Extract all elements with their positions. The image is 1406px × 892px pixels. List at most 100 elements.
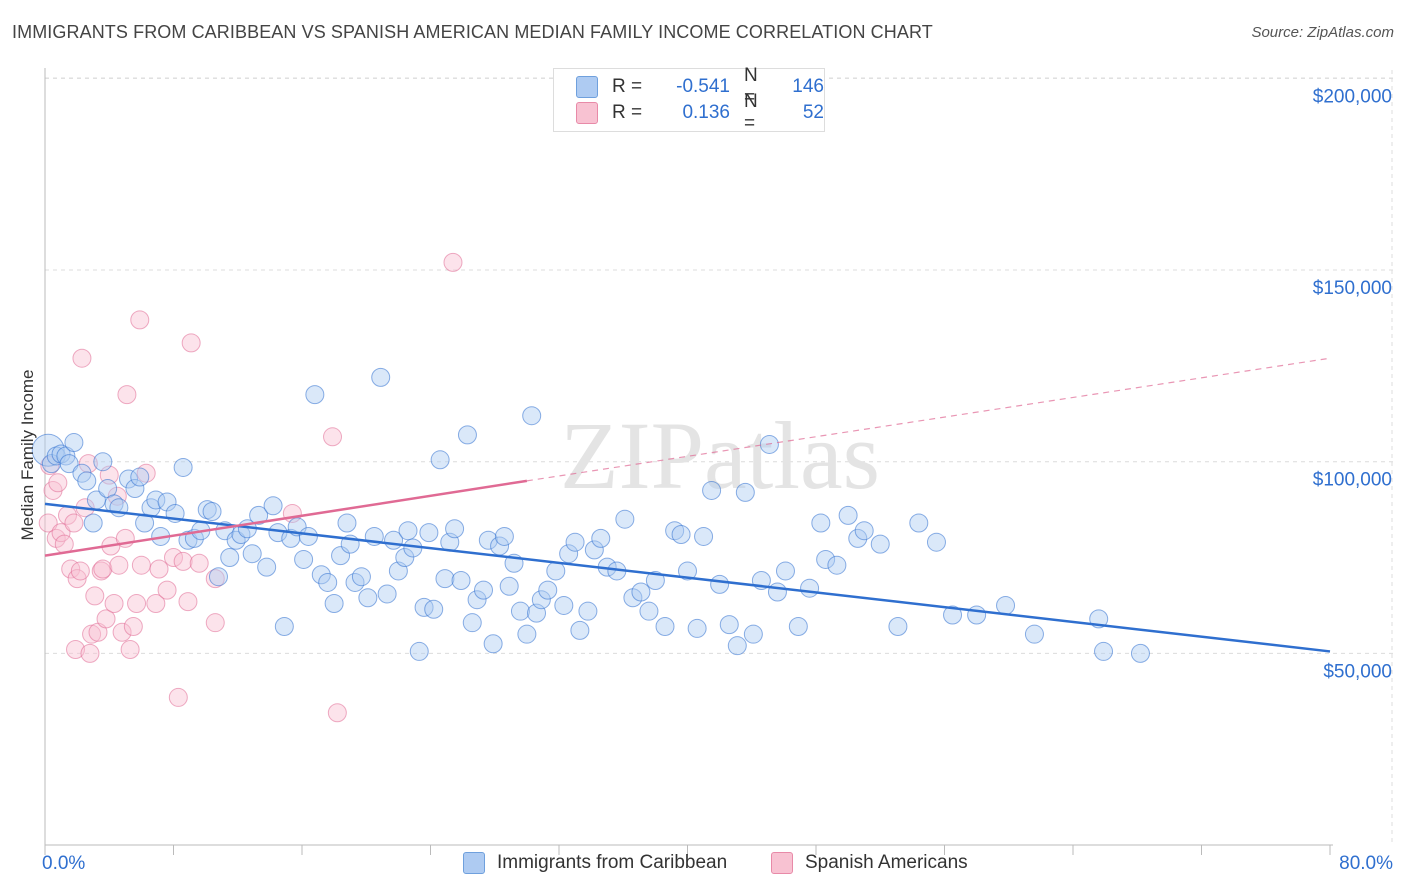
point-caribbean [242,544,262,564]
point-caribbean [31,433,65,467]
point-caribbean [517,624,537,644]
legend-r-value: 0.136 [682,102,730,123]
point-spanish-americans [80,643,100,663]
legend-row-spanish-americans: R = 0.136 N = 52 [576,91,824,134]
point-caribbean [478,530,498,550]
point-spanish-americans [38,513,58,533]
point-caribbean [727,636,747,656]
point-caribbean [257,557,277,577]
point-caribbean [1130,643,1150,663]
point-caribbean [702,480,722,500]
trend-extension-spanish-americans [526,357,1331,482]
point-caribbean [788,617,808,637]
point-caribbean [1024,624,1044,644]
point-caribbean [457,425,477,445]
point-spanish-americans [127,594,147,614]
point-caribbean [510,601,530,621]
point-caribbean [678,561,697,581]
point-caribbean [395,548,415,568]
point-caribbean [462,613,482,633]
point-caribbean [854,521,874,541]
point-caribbean [208,567,228,587]
point-caribbean [83,513,103,533]
point-spanish-americans [168,687,188,707]
legend-swatch-pink [576,102,598,124]
x-tick-label: 0.0% [42,853,85,874]
series-swatch-blue [463,852,485,874]
point-caribbean [538,580,558,600]
point-caribbean [671,525,691,545]
caribbean-points [31,367,1150,663]
point-spanish-americans [443,252,463,272]
point-caribbean [554,595,574,615]
point-caribbean [570,620,590,640]
point-caribbean [451,571,471,591]
point-spanish-americans [96,609,116,629]
point-caribbean [811,513,831,533]
point-caribbean [263,496,283,516]
y-tick-label: $50,000 [1323,661,1392,682]
point-caribbean [474,580,494,600]
series-legend-spanish-americans[interactable]: Spanish Americans [771,852,968,874]
point-caribbean [358,588,378,608]
legend-swatch-blue [576,76,598,98]
correlation-legend: R = -0.541 N = 146 R = 0.136 N = 52 [553,65,825,134]
point-caribbean [351,567,371,587]
point-caribbean [631,582,651,602]
point-caribbean [202,502,222,522]
point-spanish-americans [85,586,105,606]
point-caribbean [591,528,611,548]
point-caribbean [298,526,318,546]
trend-line-spanish-americans [44,479,528,557]
series-legend-caribbean[interactable]: Immigrants from Caribbean [463,852,727,874]
spanish-americans-points [38,252,463,723]
point-caribbean [816,549,836,569]
point-spanish-americans [327,703,347,723]
legend-n-value: 52 [802,102,824,123]
point-spanish-americans [205,613,225,633]
point-caribbean [318,572,338,592]
point-caribbean [499,576,519,596]
point-spanish-americans [64,513,84,533]
point-spanish-americans [323,427,343,447]
point-caribbean [888,617,908,637]
point-caribbean [996,595,1016,615]
trend-lines [44,357,1331,653]
trend-line-caribbean [44,502,1331,653]
point-caribbean [870,534,890,554]
point-caribbean [775,561,795,581]
point-caribbean [655,617,675,637]
point-caribbean [249,505,269,525]
point-caribbean [926,532,946,552]
series-label-caribbean: Immigrants from Caribbean [497,852,728,873]
watermark: ZIPatlas [560,402,880,509]
point-caribbean [838,505,858,525]
chart-title: IMMIGRANTS FROM CARIBBEAN VS SPANISH AME… [12,22,933,42]
point-spanish-americans [48,473,68,493]
point-caribbean [615,509,635,529]
legend-n-label: N = [744,65,758,108]
point-spanish-americans [51,523,71,543]
point-caribbean [743,624,763,644]
point-caribbean [531,590,551,610]
point-caribbean [848,528,868,548]
point-caribbean [467,590,487,610]
series-swatch-pink [771,852,793,874]
point-spanish-americans [131,555,151,575]
point-spanish-americans [149,559,169,579]
point-caribbean [719,615,739,635]
point-caribbean [565,532,585,552]
point-caribbean [494,526,514,546]
point-caribbean [435,569,455,589]
point-caribbean [294,549,314,569]
point-caribbean [559,544,579,564]
point-spanish-americans [93,559,113,579]
point-spanish-americans [61,559,81,579]
point-spanish-americans [157,580,177,600]
point-spanish-americans [78,454,98,474]
point-spanish-americans [112,622,132,642]
point-caribbean [710,574,730,594]
point-spanish-americans [120,640,140,660]
point-spanish-americans [123,617,143,637]
point-spanish-americans [72,348,92,368]
